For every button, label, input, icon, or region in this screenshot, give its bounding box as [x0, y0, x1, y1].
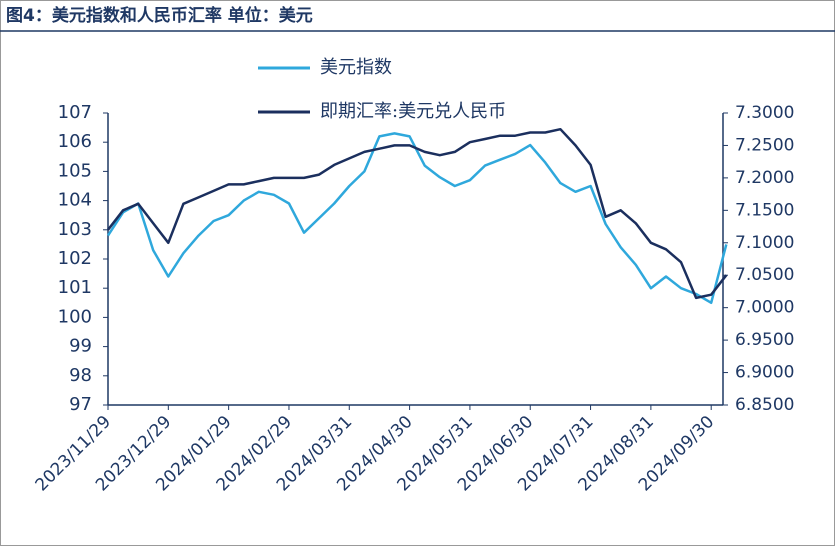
y2-tick-label: 7.1000 [735, 233, 794, 253]
y2-tick-label: 7.2500 [735, 135, 794, 155]
y-tick-label: 103 [58, 219, 92, 240]
y-tick-label: 106 [58, 131, 92, 152]
y-tick-label: 97 [69, 394, 92, 415]
y2-tick-label: 6.9500 [735, 330, 794, 350]
y2-tick-label: 7.0000 [735, 298, 794, 318]
y-tick-label: 99 [69, 336, 92, 357]
series-line [107, 127, 728, 300]
y-tick-label: 107 [58, 102, 92, 123]
y-tick-label: 102 [58, 248, 92, 269]
y2-tick-label: 7.1500 [735, 200, 794, 220]
legend-label: 美元指数 [320, 57, 392, 78]
y-tick-label: 100 [58, 306, 92, 327]
y2-tick-label: 6.8500 [735, 395, 794, 415]
y2-tick-label: 6.9000 [735, 363, 794, 383]
y-tick-label: 98 [69, 365, 92, 386]
y2-tick-label: 7.0500 [735, 265, 794, 285]
y2-tick-label: 7.2000 [735, 168, 794, 188]
legend-label: 即期汇率:美元兑人民币 [320, 101, 506, 122]
series-line [106, 132, 728, 305]
y-tick-label: 105 [58, 160, 92, 181]
y-tick-label: 104 [58, 190, 92, 211]
chart-title: 图4：美元指数和人民币汇率 单位：美元 [6, 5, 313, 26]
y2-tick-label: 7.3000 [735, 103, 794, 123]
y-tick-label: 101 [58, 277, 92, 298]
